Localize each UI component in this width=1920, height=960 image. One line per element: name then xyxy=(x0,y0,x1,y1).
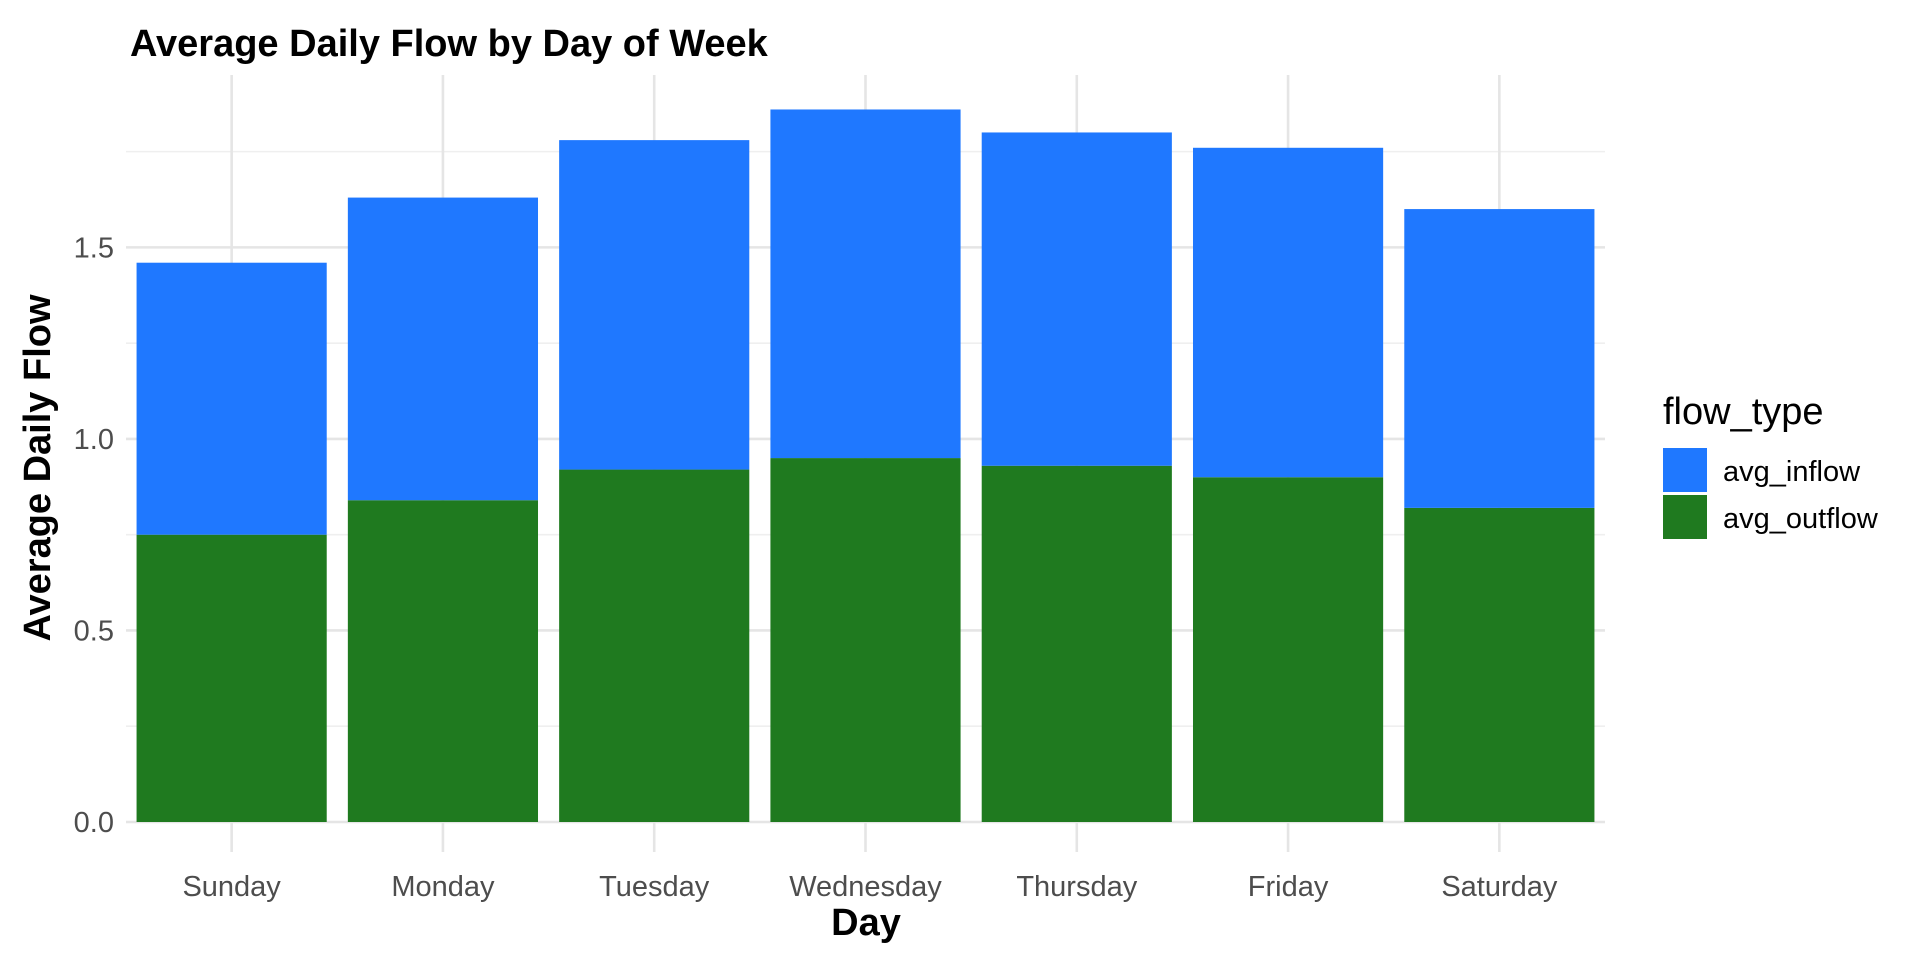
bar-avg_outflow-saturday xyxy=(1404,507,1595,822)
y-axis-title: Average Daily Flow xyxy=(17,294,59,641)
legend-label: avg_inflow xyxy=(1723,456,1861,488)
x-tick-label: Saturday xyxy=(1441,871,1558,903)
x-tick-label: Sunday xyxy=(182,871,281,903)
y-axis-ticks: 0.0 0.5 1.0 1.5 xyxy=(74,232,114,839)
y-tick-label: 1.0 xyxy=(74,424,114,456)
bar-avg_outflow-friday xyxy=(1192,477,1384,822)
chart-title: Average Daily Flow by Day of Week xyxy=(130,23,769,65)
bar-avg_inflow-thursday xyxy=(981,132,1172,466)
legend-title: flow_type xyxy=(1663,391,1824,433)
legend: flow_type avg_inflow avg_outflow xyxy=(1663,391,1879,539)
bar-avg_outflow-sunday xyxy=(136,534,327,822)
y-tick-label: 0.5 xyxy=(74,615,114,647)
legend-key-avg_outflow xyxy=(1663,495,1707,539)
bars xyxy=(136,109,1595,822)
bar-avg_inflow-friday xyxy=(1192,147,1384,478)
x-tick-label: Tuesday xyxy=(599,871,710,903)
bar-avg_inflow-tuesday xyxy=(559,140,750,470)
x-tick-label: Friday xyxy=(1248,871,1329,903)
bar-avg_inflow-sunday xyxy=(136,262,327,535)
legend-items: avg_inflow avg_outflow xyxy=(1663,448,1879,539)
x-tick-label: Monday xyxy=(391,871,495,903)
bar-avg_outflow-thursday xyxy=(981,465,1172,822)
bar-avg_outflow-wednesday xyxy=(770,458,961,822)
legend-label: avg_outflow xyxy=(1723,503,1879,535)
y-tick-label: 1.5 xyxy=(74,232,114,264)
x-axis-title: Day xyxy=(831,902,901,944)
bar-avg_inflow-wednesday xyxy=(770,109,961,459)
bar-avg_inflow-saturday xyxy=(1404,209,1595,508)
legend-key-avg_inflow xyxy=(1663,448,1707,492)
y-tick-label: 0.0 xyxy=(74,807,114,839)
bar-avg_outflow-tuesday xyxy=(559,469,750,822)
x-tick-label: Thursday xyxy=(1016,871,1137,903)
bar-avg_inflow-monday xyxy=(347,197,539,501)
x-axis-ticks: Sunday Monday Tuesday Wednesday Thursday Frid… xyxy=(182,871,1557,903)
bar-avg_outflow-monday xyxy=(347,500,539,822)
x-tick-label: Wednesday xyxy=(789,871,942,903)
